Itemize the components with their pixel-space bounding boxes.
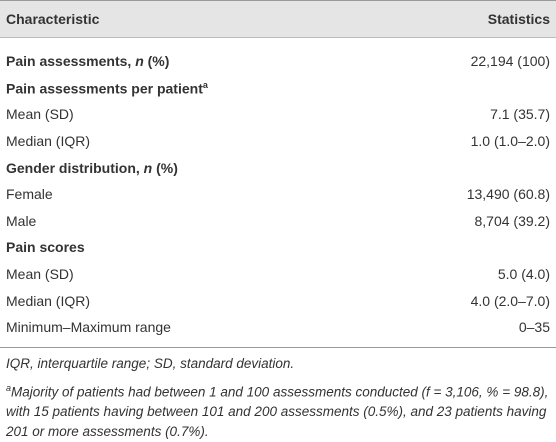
label-text: Mean (SD) [6, 266, 74, 283]
label-text: Pain assessments, [6, 53, 136, 70]
footnote: IQR, interquartile range; SD, standard d… [6, 354, 550, 374]
label-text: (%) [143, 53, 170, 70]
header-row: Characteristic Statistics [0, 0, 556, 38]
label-cell: Pain scores [0, 234, 385, 261]
footnote: aMajority of patients had between 1 and … [6, 378, 550, 442]
label-cell: Mean (SD) [0, 261, 385, 288]
table-row: Pain assessments, n (%) 22,194 (100) [0, 38, 556, 75]
value-cell: 1.0 (1.0–2.0) [470, 133, 550, 150]
label-text: Minimum–Maximum range [6, 319, 171, 336]
footnote-text: IQR, interquartile range; SD, standard d… [6, 355, 295, 371]
table-body: Pain assessments, n (%) 22,194 (100) Pain … [0, 38, 556, 348]
footnote-marker: a [6, 382, 12, 393]
label-cell: Gender distribution, n (%) [0, 154, 385, 181]
label-text: Gender distribution, [6, 159, 144, 176]
table-row: Pain scores [0, 234, 556, 261]
label-cell: Female [0, 181, 385, 208]
value-cell: 13,490 (60.8) [466, 186, 550, 203]
label-text: n [143, 159, 153, 176]
label-text: Male [6, 212, 37, 229]
label-text: Pain assessments per patient [6, 80, 203, 97]
label-cell: Mean (SD) [0, 101, 385, 128]
footnote-text: Majority of patients had between 1 and 1… [6, 384, 549, 440]
table-row: Male 8,704 (39.2) [0, 208, 556, 235]
table-row: Female 13,490 (60.8) [0, 181, 556, 208]
table-row: Pain assessments per patienta [0, 75, 556, 102]
label-text: Median (IQR) [6, 292, 91, 309]
footnotes: IQR, interquartile range; SD, standard d… [0, 348, 556, 442]
label-cell: Pain assessments per patienta [0, 75, 385, 102]
value-cell: 8,704 (39.2) [474, 212, 551, 229]
value-cell: 22,194 (100) [470, 53, 550, 70]
table-row: Gender distribution, n (%) [0, 154, 556, 181]
label-text: Pain scores [6, 239, 85, 256]
label-cell: Median (IQR) [0, 287, 385, 314]
label-text: Female [6, 186, 53, 203]
table-row: Mean (SD) 5.0 (4.0) [0, 261, 556, 288]
data-table: Characteristic Statistics Pain assessmen… [0, 0, 556, 348]
label-cell: Pain assessments, n (%) [0, 38, 385, 75]
header-cell: Characteristic [0, 0, 385, 38]
value-cell [385, 75, 556, 102]
table-row: Minimum–Maximum range 0–35 [0, 313, 556, 348]
value-cell: 5.0 (4.0) [497, 266, 550, 283]
table-row: Median (IQR) 1.0 (1.0–2.0) [0, 128, 556, 155]
value-cell: 0–35 [384, 313, 556, 348]
label-cell: Male [0, 208, 385, 235]
table-row: Mean (SD) 7.1 (35.7) [0, 101, 556, 128]
label-cell: Median (IQR) [0, 128, 385, 155]
value-cell: 4.0 (2.0–7.0) [470, 292, 550, 309]
footnote-marker: a [202, 79, 208, 90]
table-row: Median (IQR) 4.0 (2.0–7.0) [0, 287, 556, 314]
label-text: Mean (SD) [6, 106, 74, 123]
value-cell [385, 234, 556, 261]
value-cell: 7.1 (35.7) [490, 106, 550, 123]
label-text: Median (IQR) [6, 133, 91, 150]
header-cell: Statistics [384, 0, 556, 38]
label-cell: Minimum–Maximum range [0, 313, 385, 348]
label-text: (%) [152, 159, 178, 176]
label-text: n [135, 53, 144, 70]
value-cell [385, 154, 556, 181]
